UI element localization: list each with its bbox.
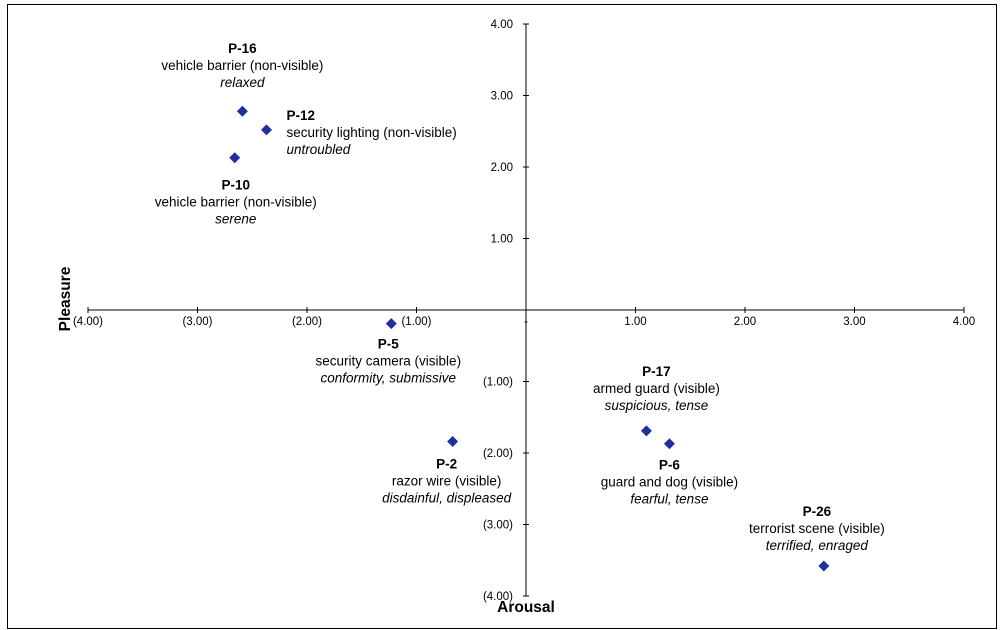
y-tick-label: 3.00 xyxy=(491,91,513,103)
point-mood-label: conformity, submissive xyxy=(321,371,457,386)
x-tick-label: (1.00) xyxy=(401,316,431,328)
point-description-label: armed guard (visible) xyxy=(593,381,720,396)
point-description-label: security camera (visible) xyxy=(316,354,462,369)
point-description-label: terrorist scene (visible) xyxy=(749,521,885,536)
point-description-label: vehicle barrier (non-visible) xyxy=(155,195,317,210)
point-label-p-2: P-2 razor wire (visible) disdainful, displ… xyxy=(382,457,512,506)
data-point-p-6 xyxy=(663,438,675,450)
point-id-label: P-16 xyxy=(228,41,257,56)
y-tick-label: (3.00) xyxy=(483,520,513,532)
point-label-p-16: P-16 vehicle barrier (non-visible) relaxed xyxy=(161,41,323,90)
data-point-p-26 xyxy=(818,560,830,572)
point-id-label: P-2 xyxy=(436,457,457,472)
point-label-p-26: P-26 terrorist scene (visible) terrified, … xyxy=(749,504,885,553)
point-mood-label: terrified, enraged xyxy=(766,538,869,553)
x-tick-label: 1.00 xyxy=(624,316,646,328)
point-label-p-10: P-10 vehicle barrier (non-visible) serene xyxy=(155,178,317,227)
point-label-p-6: P-6 guard and dog (visible) fearful, tense xyxy=(601,458,738,507)
point-mood-label: fearful, tense xyxy=(630,492,708,507)
point-mood-label: disdainful, displeased xyxy=(382,491,512,506)
point-id-label: P-6 xyxy=(659,458,681,473)
point-id-label: P-5 xyxy=(378,337,400,352)
x-ticks: (4.00) (3.00) (2.00) (1.00) - 1.00 2.00 3.00 4.0… xyxy=(73,307,975,328)
y-tick-label: 1.00 xyxy=(491,234,513,246)
x-tick-label: (3.00) xyxy=(182,316,212,328)
x-axis-title: Arousal xyxy=(497,599,555,616)
data-point-p-16 xyxy=(236,105,248,117)
point-description-label: security lighting (non-visible) xyxy=(286,125,456,140)
point-id-label: P-17 xyxy=(642,364,671,379)
y-tick-label: (4.00) xyxy=(483,591,513,603)
y-tick-label: (1.00) xyxy=(483,377,513,389)
data-point-p-5 xyxy=(385,318,397,330)
data-point-p-2 xyxy=(447,436,459,448)
point-id-label: P-10 xyxy=(221,178,250,193)
y-axis-title: Pleasure xyxy=(57,266,74,331)
x-tick-label: 4.00 xyxy=(953,316,975,328)
point-mood-label: suspicious, tense xyxy=(605,398,709,413)
y-tick-label: (2.00) xyxy=(483,448,513,460)
data-point-p-12 xyxy=(260,124,272,136)
point-labels: P-16 vehicle barrier (non-visible) relaxed… xyxy=(155,41,885,553)
x-tick-label: - xyxy=(524,316,528,328)
y-ticks: 4.00 3.00 2.00 1.00 (1.00) (2.00) (3.00) (4.00) xyxy=(483,19,529,603)
x-tick-label: 2.00 xyxy=(734,316,756,328)
x-tick-label: (2.00) xyxy=(292,316,322,328)
data-points xyxy=(229,105,830,572)
point-description-label: vehicle barrier (non-visible) xyxy=(161,58,323,73)
point-id-label: P-26 xyxy=(803,504,832,519)
data-point-p-10 xyxy=(229,152,241,164)
point-label-p-12: P-12 security lighting (non-visible) untro… xyxy=(286,108,456,157)
data-point-p-17 xyxy=(640,425,652,437)
point-description-label: razor wire (visible) xyxy=(392,474,502,489)
x-tick-label: 3.00 xyxy=(843,316,865,328)
point-mood-label: untroubled xyxy=(286,142,350,157)
point-description-label: guard and dog (visible) xyxy=(601,475,738,490)
y-tick-label: 2.00 xyxy=(491,162,513,174)
chart-frame xyxy=(7,4,997,629)
y-tick-label: 4.00 xyxy=(491,19,513,31)
point-id-label: P-12 xyxy=(286,108,315,123)
x-tick-label: (4.00) xyxy=(73,316,103,328)
point-label-p-17: P-17 armed guard (visible) suspicious, ten… xyxy=(593,364,720,413)
point-label-p-5: P-5 security camera (visible) conformity, … xyxy=(316,337,462,386)
point-mood-label: relaxed xyxy=(220,75,265,90)
point-mood-label: serene xyxy=(215,212,256,227)
